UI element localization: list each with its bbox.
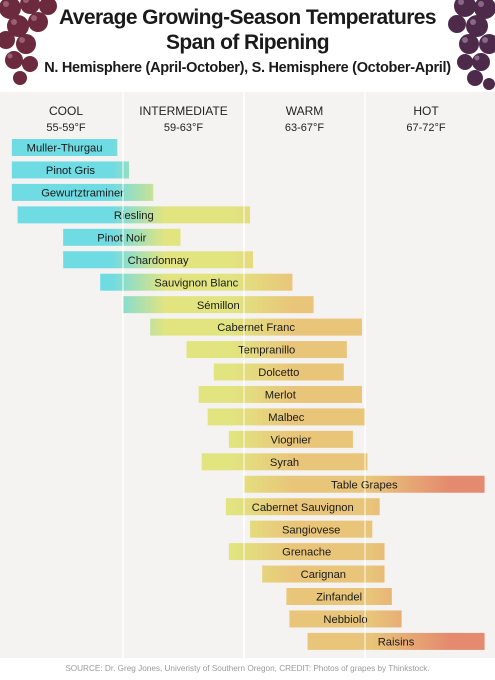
chart-title-line2: Span of Ripening bbox=[165, 31, 330, 54]
bar-label-nebbiolo: Nebbiolo bbox=[323, 614, 367, 626]
bar-riesling: Riesling bbox=[17, 206, 251, 224]
chart-subtitle: N. Hemisphere (April-October), S. Hemisp… bbox=[44, 60, 451, 76]
bar-pinot-gris: Pinot Gris bbox=[11, 161, 130, 179]
bar-fill-pinot-gris bbox=[11, 161, 130, 179]
bar-cabernet-franc: Cabernet Franc bbox=[150, 318, 362, 336]
bar-label-raisins: Raisins bbox=[378, 637, 415, 649]
bar-fill-table-grapes bbox=[244, 475, 485, 493]
bar-fill-syrah bbox=[201, 453, 368, 471]
bar-label-s-millon: Sémillon bbox=[197, 300, 240, 312]
source-credit: SOURCE: Dr. Greg Jones, Univeristy of So… bbox=[0, 658, 495, 680]
bar-table-grapes: Table Grapes bbox=[244, 475, 485, 493]
bar-label-viognier: Viognier bbox=[270, 434, 311, 446]
bar-label-dolcetto: Dolcetto bbox=[258, 367, 299, 379]
bar-label-sangiovese: Sangiovese bbox=[282, 524, 340, 536]
bar-fill-grenache bbox=[228, 543, 385, 561]
bar-fill-muller-thurgau bbox=[11, 139, 118, 156]
zone-range-cool: 55-59°F bbox=[46, 122, 86, 134]
bar-label-gewurtztraminer: Gewurtztraminer bbox=[41, 188, 124, 200]
bar-nebbiolo: Nebbiolo bbox=[289, 610, 402, 628]
bar-malbec: Malbec bbox=[207, 408, 365, 426]
bar-fill-tempranillo bbox=[186, 341, 347, 359]
bar-fill-chardonnay bbox=[63, 251, 254, 269]
zone-name-warm: WARM bbox=[286, 104, 324, 118]
zone-range-hot: 67-72°F bbox=[406, 122, 446, 134]
bar-label-pinot-gris: Pinot Gris bbox=[46, 165, 96, 177]
bar-fill-gewurtztraminer bbox=[11, 183, 154, 201]
bar-raisins: Raisins bbox=[307, 632, 485, 650]
bar-label-malbec: Malbec bbox=[268, 412, 304, 424]
bar-label-sauvignon-blanc: Sauvignon Blanc bbox=[154, 277, 238, 289]
bar-fill-riesling bbox=[17, 206, 251, 224]
source-prefix: SOURCE: bbox=[65, 664, 103, 673]
bar-label-pinot-noir: Pinot Noir bbox=[97, 232, 146, 244]
bar-fill-cabernet-sauvignon bbox=[225, 498, 380, 516]
bar-cabernet-sauvignon: Cabernet Sauvignon bbox=[225, 498, 380, 516]
bar-dolcetto: Dolcetto bbox=[213, 363, 344, 381]
bar-gewurtztraminer: Gewurtztraminer bbox=[11, 183, 154, 201]
bar-fill-cabernet-franc bbox=[150, 318, 362, 336]
ripening-chart: COOL 55-59°F INTERMEDIATE 59-63°F WARM 63-67°… bbox=[11, 92, 485, 658]
bar-label-syrah: Syrah bbox=[270, 457, 299, 469]
bar-sangiovese: Sangiovese bbox=[250, 520, 373, 538]
bar-label-merlot: Merlot bbox=[265, 390, 297, 402]
bar-fill-dolcetto bbox=[213, 363, 344, 381]
zone-name-cool: COOL bbox=[49, 104, 83, 118]
bar-viognier: Viognier bbox=[228, 430, 353, 448]
bar-fill-raisins bbox=[307, 632, 485, 650]
bar-sauvignon-blanc: Sauvignon Blanc bbox=[100, 273, 293, 291]
bar-label-table-grapes: Table Grapes bbox=[331, 479, 398, 491]
zone-range-intermediate: 59-63°F bbox=[164, 122, 204, 134]
bar-pinot-noir: Pinot Noir bbox=[63, 228, 181, 246]
bar-label-tempranillo: Tempranillo bbox=[238, 345, 295, 357]
bar-merlot: Merlot bbox=[198, 385, 362, 403]
bar-fill-sangiovese bbox=[250, 520, 373, 538]
bar-fill-merlot bbox=[198, 385, 362, 403]
bar-label-cabernet-franc: Cabernet Franc bbox=[217, 322, 295, 334]
bar-fill-carignan bbox=[262, 565, 385, 583]
bar-label-grenache: Grenache bbox=[282, 547, 331, 559]
bar-tempranillo: Tempranillo bbox=[186, 341, 347, 359]
chart-title: Average Growing-Season Temperatures bbox=[59, 6, 437, 29]
header: Average Growing-Season Temperatures Span… bbox=[0, 0, 495, 92]
bar-fill-viognier bbox=[228, 430, 353, 448]
bar-label-chardonnay: Chardonnay bbox=[128, 255, 189, 267]
chart-plot-area: COOL 55-59°F INTERMEDIATE 59-63°F WARM 63-67°… bbox=[0, 92, 495, 658]
bar-chardonnay: Chardonnay bbox=[63, 251, 254, 269]
bar-label-cabernet-sauvignon: Cabernet Sauvignon bbox=[252, 502, 354, 514]
bar-grenache: Grenache bbox=[228, 543, 385, 561]
bar-s-millon: Sémillon bbox=[123, 296, 314, 314]
bar-fill-nebbiolo bbox=[289, 610, 402, 628]
bar-label-muller-thurgau: Muller-Thurgau bbox=[27, 143, 103, 155]
zone-range-warm: 63-67°F bbox=[285, 122, 325, 134]
bar-zinfandel: Zinfandel bbox=[286, 588, 392, 605]
bar-fill-s-millon bbox=[123, 296, 314, 314]
bar-label-riesling: Riesling bbox=[114, 210, 154, 222]
bar-fill-pinot-noir bbox=[63, 228, 181, 246]
bar-carignan: Carignan bbox=[262, 565, 385, 583]
bar-syrah: Syrah bbox=[201, 453, 368, 471]
zone-name-hot: HOT bbox=[413, 104, 439, 118]
grape-cluster-left-icon bbox=[0, 0, 57, 85]
bar-fill-malbec bbox=[207, 408, 365, 426]
zone-name-intermediate: INTERMEDIATE bbox=[139, 104, 227, 118]
bar-label-zinfandel: Zinfandel bbox=[316, 592, 362, 604]
grape-cluster-right-icon bbox=[448, 0, 495, 90]
source-text: Dr. Greg Jones, Univeristy of Southern O… bbox=[104, 664, 430, 673]
bar-label-carignan: Carignan bbox=[301, 569, 346, 581]
bar-muller-thurgau: Muller-Thurgau bbox=[11, 139, 118, 156]
